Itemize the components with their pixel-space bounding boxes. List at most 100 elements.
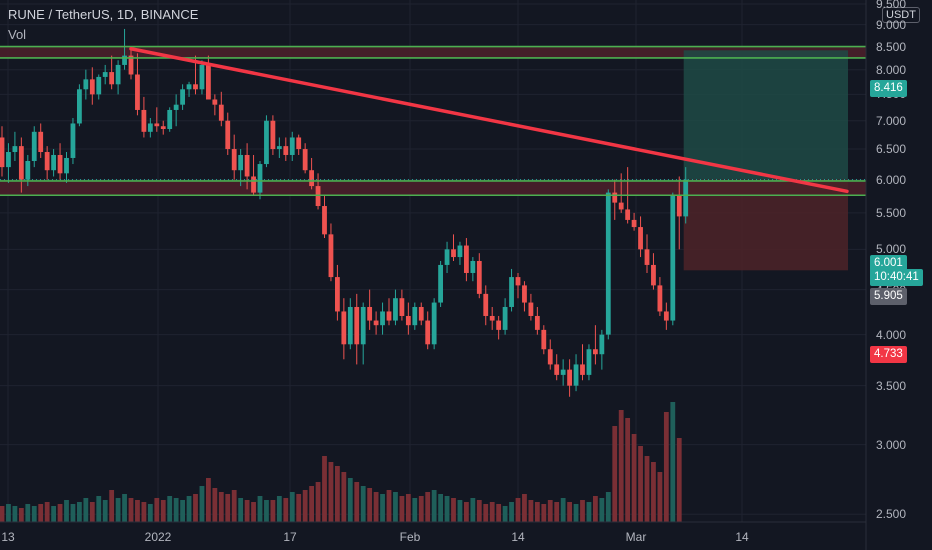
candle-body [638,227,643,250]
candle [547,339,553,370]
volume-bar [438,494,443,522]
volume-bar [586,502,592,522]
volume-bar [96,496,102,522]
candle [12,131,18,161]
candle-body [231,149,237,171]
candle [6,143,11,183]
candle [89,67,95,105]
volume-bar [547,500,553,522]
candle [541,325,547,355]
candle-body [470,260,476,273]
volume-bar [167,496,173,522]
candle-body [135,74,140,110]
candle-body [509,277,514,307]
candle-body [96,76,102,95]
volume-bar [264,500,269,522]
candle [264,115,269,168]
volume-bar [380,494,385,522]
volume-bar [31,506,37,522]
candle [657,277,663,316]
price-tick-label: 2.500 [876,507,907,522]
candle-body [154,123,160,127]
volume-bar [186,496,192,522]
candle-body [115,64,121,85]
candle-body [264,120,269,165]
volume-bar [309,486,314,522]
candle [605,189,611,340]
candle [218,91,224,127]
candle [283,137,289,161]
volume-bar [470,498,476,522]
candle-body [444,249,450,265]
candle [115,60,121,95]
candle-body [289,137,295,155]
volume-bar [541,504,547,522]
volume-bar [367,488,373,522]
candle [444,241,450,273]
candle [489,306,495,330]
candle-body [270,120,276,150]
symbol-title: RUNE / TetherUS, 1D, BINANCE [8,7,199,22]
candle [206,55,211,100]
candle-body [341,311,347,345]
volume-bar [89,502,95,522]
candle-body [193,84,198,90]
candle [251,154,256,196]
volume-bar [573,504,579,522]
volume-bar [270,500,276,522]
price-tick-label: 7.000 [876,113,907,128]
candle-body [676,195,682,217]
candle [154,107,160,132]
loss-zone [683,179,848,271]
candle [96,74,102,100]
volume-bar [347,478,353,522]
candle-body [496,320,502,330]
volume-bar [451,498,456,522]
price-tick-label: 6.500 [876,142,907,157]
candle [638,216,643,258]
volume-bar [567,502,572,522]
candle-body [386,311,392,321]
volume-bar [483,504,489,522]
candle [109,55,115,90]
volume-bar [18,508,24,522]
candle [502,298,508,335]
candle [83,69,89,100]
candle-body [186,84,192,90]
candle-body [651,264,656,286]
volume-bar [44,502,50,522]
volume-bar [289,492,295,522]
candle-body [38,131,44,153]
volume-bar [322,456,327,522]
candle-body [251,176,256,193]
candle [534,306,540,335]
candle [335,264,340,321]
candle [167,107,173,132]
candle [631,212,637,231]
candle-body [328,234,334,278]
candle-body [25,160,31,180]
candle [483,285,489,326]
candles [0,28,689,397]
candle-body [354,306,360,345]
candle-body [347,306,353,345]
volume-bar [638,446,643,522]
candle-body [212,99,218,105]
currency-button[interactable]: USDT [882,7,920,23]
candle [580,344,585,381]
candle-body [167,109,173,130]
candle-body [57,154,63,174]
candle-body [464,245,469,273]
candle [180,84,185,110]
volume-bar [670,402,676,522]
candle [618,173,624,213]
candle [289,131,295,161]
candle [573,354,579,392]
candle [509,268,514,312]
candle [296,134,302,155]
volume-bar [496,504,502,522]
volume-bar [238,498,244,522]
time-tick-label: Feb [399,530,421,544]
volume-bar [631,434,637,522]
